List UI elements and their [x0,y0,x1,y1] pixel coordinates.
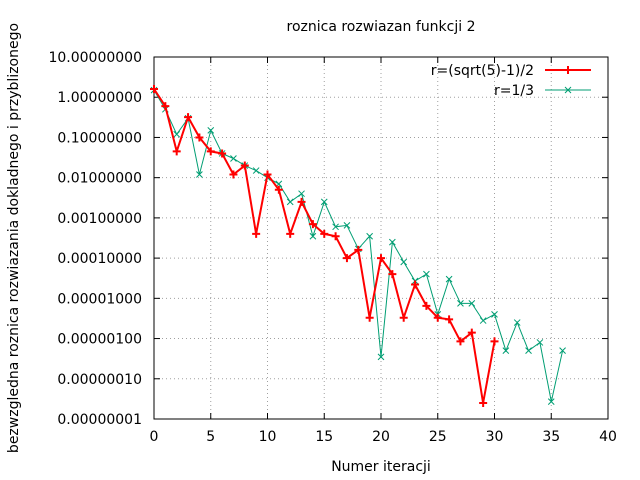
data-point [252,167,260,174]
data-point [161,102,170,111]
data-point [423,270,430,278]
data-point [173,130,181,138]
data-point [433,313,442,322]
data-point [411,280,420,289]
data-point [354,245,363,254]
series-1 [150,85,499,407]
data-point [445,275,453,283]
data-point [388,238,396,246]
y-tick-label: 0.00000100 [57,332,142,348]
data-point [479,317,487,324]
legend: r=(sqrt(5)-1)/2 r=1/3 [431,63,591,99]
x-tick-label: 30 [486,429,504,445]
y-tick-label: 0.00000010 [57,372,142,388]
data-point [479,398,488,407]
data-point [365,313,374,322]
data-point [218,149,227,158]
data-point [320,229,329,238]
data-point [490,337,499,346]
data-point [547,398,555,406]
data-point [172,147,181,156]
y-tick-label: 0.00100000 [57,211,142,227]
data-point [274,185,283,194]
x-tick-label: 5 [206,429,215,445]
data-point [502,347,510,355]
data-point [320,198,328,206]
legend-label-1: r=(sqrt(5)-1)/2 [431,63,534,79]
grid-lines [154,57,608,419]
data-point [263,170,272,179]
data-point [467,328,476,337]
series-line [153,89,564,402]
chart-title: roznica rozwiazan funkcji 2 [287,19,476,35]
data-point [399,313,408,322]
x-tick-label: 20 [372,429,390,445]
data-point [456,337,465,346]
x-tick-label: 15 [315,429,333,445]
data-point [230,155,237,162]
data-point [491,310,498,318]
series-group [150,85,566,407]
y-tick-label: 10.00000000 [48,50,142,66]
data-point [366,232,374,240]
x-tick-label: 0 [150,429,159,445]
data-point [525,347,532,355]
data-point [297,197,306,206]
data-point [150,85,158,94]
y-axis-title: bezwzgledna roznica rozwiazania dokladne… [6,23,22,453]
data-point [308,220,317,229]
y-tick-label: 0.10000000 [57,130,142,146]
series-2 [150,86,566,406]
data-point [457,300,464,307]
legend-entry-1: r=(sqrt(5)-1)/2 [431,63,591,79]
data-point [445,315,454,324]
data-point [513,319,521,326]
x-tick-label: 25 [429,429,447,445]
y-tick-label: 1.00000000 [57,90,142,106]
data-point [286,198,294,206]
data-point [400,258,408,266]
axis-ticks: 0 5 10 15 20 25 30 35 40 0.00000001 0.00000010 0.00… [48,50,616,445]
data-point [331,232,340,241]
data-point [309,232,317,240]
data-point [196,171,203,178]
data-point [298,190,305,198]
data-point [229,170,238,179]
data-point [206,147,215,156]
data-point [422,301,431,310]
data-point [377,254,385,263]
data-point [388,270,397,279]
legend-marker-1 [564,66,572,74]
data-point [377,353,385,361]
y-tick-label: 0.00000001 [57,412,142,428]
legend-marker-2 [564,86,572,94]
data-point [342,254,351,263]
data-point [286,229,295,238]
data-point [332,223,339,231]
y-tick-label: 0.01000000 [57,171,142,187]
data-point [468,300,476,307]
x-tick-label: 35 [542,429,560,445]
data-point [343,222,351,229]
data-point [536,339,544,346]
x-tick-label: 10 [259,429,277,445]
data-point [240,161,249,170]
data-point [559,347,566,355]
data-point [252,229,261,238]
legend-label-2: r=1/3 [494,83,534,99]
data-point [184,113,193,122]
legend-entry-2: r=1/3 [494,83,591,99]
y-tick-label: 0.00001000 [57,291,142,307]
x-tick-label: 40 [599,429,617,445]
y-tick-label: 0.00010000 [57,251,142,267]
x-axis-title: Numer iteracji [331,459,431,475]
data-point [207,127,215,134]
data-point [195,133,204,142]
